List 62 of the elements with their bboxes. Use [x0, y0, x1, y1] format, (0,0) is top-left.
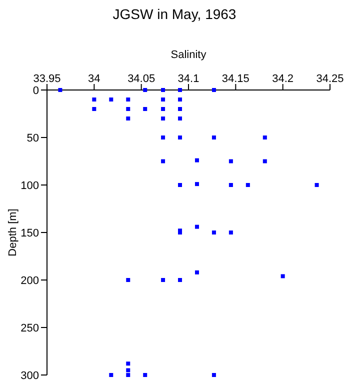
- x-tick-label: 33.95: [33, 73, 61, 85]
- x-axis-title: Salinity: [170, 48, 207, 61]
- x-tick-label: 34.2: [272, 73, 294, 85]
- y-tick-label: 50: [26, 132, 39, 144]
- y-tick-label: 200: [20, 274, 39, 287]
- point: [126, 116, 130, 120]
- point: [161, 107, 166, 111]
- point: [280, 274, 285, 278]
- point: [161, 278, 166, 282]
- point: [178, 278, 182, 282]
- x-tick-label: 34: [88, 73, 100, 85]
- point: [178, 98, 182, 102]
- point: [228, 159, 233, 164]
- point: [143, 373, 148, 377]
- point: [194, 158, 199, 162]
- point: [126, 98, 130, 102]
- point: [109, 98, 114, 102]
- chart-title: JGSW in May, 1963: [112, 6, 238, 22]
- y-axis-title: Depth [m]: [6, 208, 19, 256]
- y-tick-label: 100: [20, 180, 39, 192]
- point: [178, 136, 182, 140]
- point: [178, 88, 182, 92]
- point: [262, 136, 267, 140]
- x-tick-label: 34.25: [316, 73, 344, 85]
- point: [228, 230, 233, 234]
- point: [161, 116, 166, 120]
- point: [143, 107, 148, 111]
- point: [212, 136, 216, 140]
- point: [126, 278, 130, 282]
- point: [212, 88, 216, 92]
- point: [109, 373, 114, 377]
- point: [262, 159, 267, 164]
- point: [126, 362, 130, 366]
- x-tick-label: 34.05: [128, 73, 156, 85]
- point: [161, 136, 166, 140]
- point: [212, 373, 216, 377]
- point: [126, 107, 130, 111]
- point: [246, 183, 250, 187]
- point: [161, 98, 166, 102]
- y-tick-label: 150: [20, 227, 39, 240]
- x-tick-label: 34.15: [222, 73, 250, 85]
- point: [143, 88, 148, 92]
- y-tick-label: 300: [20, 370, 39, 382]
- point: [178, 107, 182, 111]
- point: [178, 116, 182, 120]
- x-tick-label: 34.1: [178, 73, 200, 85]
- point: [194, 224, 199, 229]
- point: [314, 183, 319, 187]
- point: [92, 98, 96, 102]
- point: [161, 88, 166, 92]
- point: [194, 182, 199, 186]
- point: [58, 88, 62, 92]
- point: [126, 368, 130, 372]
- point: [161, 159, 166, 164]
- y-tick-label: 0: [32, 84, 39, 97]
- point: [178, 183, 182, 187]
- point: [212, 230, 216, 234]
- point: [194, 270, 199, 274]
- point: [92, 107, 96, 111]
- point: [228, 183, 233, 187]
- point: [126, 373, 130, 377]
- y-tick-label: 250: [20, 322, 39, 334]
